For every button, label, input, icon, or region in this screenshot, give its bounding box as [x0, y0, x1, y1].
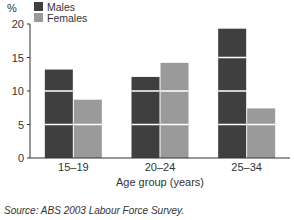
grid-line [74, 124, 102, 126]
grid-line [218, 90, 246, 92]
grid-line [161, 124, 189, 126]
bar [132, 77, 160, 158]
y-axis-label: % [7, 2, 17, 14]
y-tick-label: 5 [18, 119, 24, 131]
x-axis-label: Age group (years) [116, 176, 204, 188]
bar [45, 70, 73, 158]
bars [45, 29, 275, 158]
grid-line [218, 124, 246, 126]
bar [161, 63, 189, 158]
grid-line [247, 124, 275, 126]
bar [74, 100, 102, 158]
legend-swatch [34, 2, 43, 11]
x-tick-label: 25–34 [231, 161, 262, 173]
x-tick-label: 20–24 [145, 161, 176, 173]
legend-swatch [34, 13, 43, 22]
grid-line [132, 124, 160, 126]
legend-label: Females [47, 12, 87, 24]
bar [218, 29, 246, 158]
source: Source: ABS 2003 Labour Force Survey. [4, 205, 184, 216]
y-axis [30, 24, 31, 158]
y-tick-label: 0 [18, 152, 24, 164]
y-tick-label: 10 [12, 85, 24, 97]
grid-line [132, 90, 160, 92]
grid-line [45, 124, 73, 126]
x-tick-label: 15–19 [58, 161, 89, 173]
grid-line [218, 57, 246, 59]
y-tick-label: 20 [12, 18, 24, 30]
grid-line [45, 90, 73, 92]
x-axis [30, 158, 290, 159]
grid-line [161, 90, 189, 92]
y-tick-label: 15 [12, 52, 24, 64]
chart: % 0 5 10 15 20 15–19 20–24 25–34 Age group (years… [0, 0, 294, 220]
bar [247, 108, 275, 158]
